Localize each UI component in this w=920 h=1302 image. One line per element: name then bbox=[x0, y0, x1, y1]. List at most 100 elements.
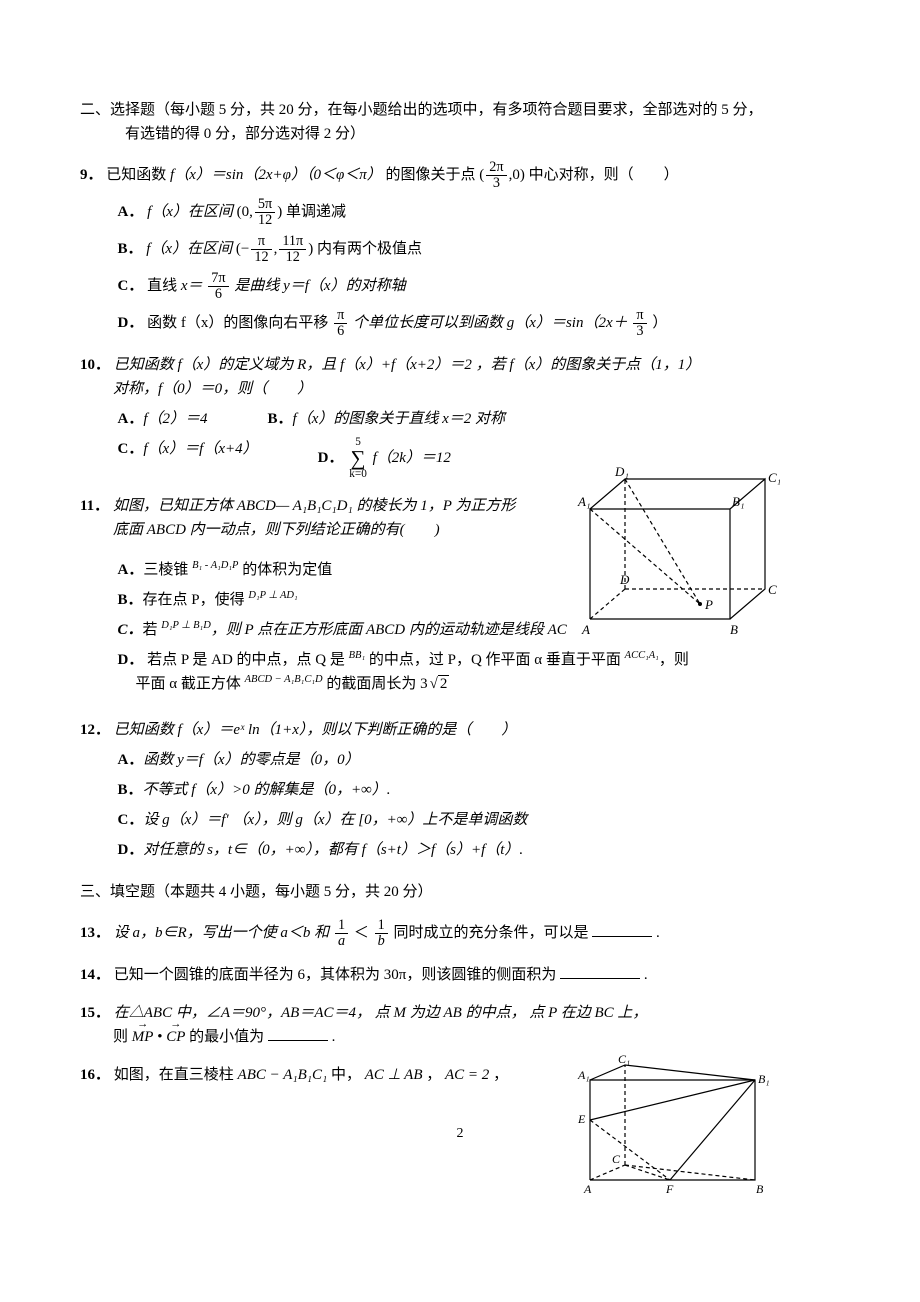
question-16: A B C A₁ B₁ C₁ E F 16． 如图，在直三棱柱 ABC − A₁… bbox=[80, 1063, 840, 1087]
q15-cp: CP bbox=[166, 1025, 185, 1049]
q9-opt-b: B． f（x）在区间 (−π12,11π12) 内有两个极值点 bbox=[118, 234, 841, 265]
q12-a: 函数 y＝f（x）的零点是（0，0） bbox=[143, 752, 359, 768]
q12-number: 12． bbox=[80, 722, 110, 738]
q15-stem: 在△ABC 中，∠A＝90°，AB＝AC＝4， 点 M 为边 AB 的中点， 点… bbox=[114, 1005, 648, 1021]
q13-blank bbox=[592, 922, 652, 937]
q9-b-post: 内有两个极值点 bbox=[317, 241, 422, 257]
q9-d-d2: 3 bbox=[633, 324, 646, 339]
question-13: 13． 设 a，b∈R，写出一个使 a＜b 和 1a ＜ 1b 同时成立的充分条… bbox=[80, 918, 840, 949]
section3-heading: 三、填空题（本题共 4 小题，每小题 5 分，共 20 分） bbox=[80, 880, 840, 904]
cube-lbl-d: D bbox=[619, 572, 630, 587]
q13-fa-n: 1 bbox=[335, 918, 348, 934]
q12-b: 不等式 f（x）>0 的解集是（0，+∞）. bbox=[143, 782, 391, 798]
q11-a-post: 的体积为定值 bbox=[238, 562, 332, 578]
q10-opt-a: A．f（2）＝4 bbox=[118, 407, 208, 431]
q11-a-pre: 三棱锥 bbox=[143, 562, 192, 578]
q16-number: 16． bbox=[80, 1067, 110, 1083]
q15-dot: • bbox=[157, 1029, 162, 1045]
q11-d-mid: 的中点，过 P，Q 作平面 α 垂直于平面 bbox=[365, 652, 625, 668]
q9-a-den: 12 bbox=[255, 213, 275, 228]
q10-d: f（2k）＝12 bbox=[373, 450, 451, 466]
q9-a-post: 单调递减 bbox=[286, 204, 346, 220]
q9-opt-a: A． f（x）在区间 (0,5π12) 单调递减 bbox=[118, 197, 841, 228]
q9-c-pre: 直线 bbox=[147, 278, 181, 294]
q11-d-l2b: 的截面周长为 3 bbox=[323, 676, 428, 692]
q13-stem-b: 同时成立的充分条件，可以是 bbox=[393, 925, 592, 941]
q12-c: 设 g（x）＝f′ （x），则 g（x）在 [0，+∞）上不是单调函数 bbox=[143, 812, 527, 828]
prism-b: B bbox=[756, 1182, 764, 1195]
q16-end: ， bbox=[493, 1067, 508, 1083]
q11-d-mid2: ，则 bbox=[659, 652, 689, 668]
question-9: 9． 已知函数 f（x）＝sin（2x+φ）（0＜φ＜π） 的图像关于点 (2π… bbox=[80, 160, 840, 339]
q11-b-exp: D₁P ⊥ AD₁ bbox=[248, 590, 297, 601]
q9-number: 9． bbox=[80, 167, 103, 183]
cube-lbl-a1: A₁ bbox=[577, 494, 590, 509]
q15-number: 15． bbox=[80, 1005, 110, 1021]
q13-stem-a: 设 a，b∈R，写出一个使 a＜b 和 bbox=[114, 925, 329, 941]
q11-c-exp: D₁P ⊥ B₁D bbox=[161, 620, 211, 631]
q14-blank bbox=[560, 964, 640, 979]
prism-b1: B₁ bbox=[758, 1072, 770, 1086]
cube-lbl-d1: D₁ bbox=[614, 464, 629, 479]
q13-fb-n: 1 bbox=[375, 918, 388, 934]
q11-c-post: ，则 P 点在正方形底面 ABCD 内的运动轨迹是线段 AC bbox=[211, 622, 567, 638]
q10-b-lbl: B． bbox=[268, 411, 293, 427]
prism-a: A bbox=[583, 1182, 592, 1195]
q9-stem-a: 已知函数 bbox=[106, 167, 170, 183]
q13-lt: ＜ bbox=[354, 925, 369, 941]
q11-c-pre: 若 bbox=[143, 622, 162, 638]
q13-fa-d: a bbox=[335, 934, 348, 949]
cube-lbl-b: B bbox=[730, 622, 738, 637]
q11-d-lbl: D． bbox=[118, 652, 144, 668]
q11-d-acc: ACC₁A₁ bbox=[625, 650, 659, 661]
prism-diagram: A B C A₁ B₁ C₁ E F bbox=[570, 1055, 780, 1195]
q9-b-pre: f（x）在区间 bbox=[146, 241, 232, 257]
q12-b-lbl: B． bbox=[118, 782, 143, 798]
q9-b-bn: 11π bbox=[279, 234, 306, 250]
q15-l2b: 的最小值为 bbox=[189, 1029, 268, 1045]
q10-d-lbl: D． bbox=[318, 450, 344, 466]
q9-opt-c: C． 直线 x＝ 7π6 是曲线 y＝f（x）的对称轴 bbox=[118, 271, 841, 302]
q11-stem2: 底面 ABCD 内一动点，则下列结论正确的有( ) bbox=[80, 518, 610, 542]
cube-lbl-p: P bbox=[704, 597, 713, 612]
q16-comma: ， bbox=[426, 1067, 441, 1083]
q9-d-n2: π bbox=[633, 308, 646, 324]
q15-blank bbox=[268, 1026, 328, 1041]
q15-end: . bbox=[332, 1029, 336, 1045]
q9-b-bd: 12 bbox=[279, 250, 306, 265]
q10-stem: 已知函数 f（x）的定义域为 R，且 f（x）+f（x+2）＝2 ，若 f（x）… bbox=[114, 357, 700, 373]
q10-opt-b: B．f（x）的图象关于直线 x＝2 对称 bbox=[268, 407, 506, 431]
q9-d-mid: 个单位长度可以到函数 g（x）＝sin（2x＋ bbox=[353, 315, 628, 331]
q11-d-sqrt: 2 bbox=[438, 675, 450, 692]
q9-pt-den: 3 bbox=[486, 176, 506, 191]
q12-opt-d: D．对任意的 s，t∈（0，+∞），都有 f（s+t）＞f（s）+f（t）. bbox=[118, 838, 841, 862]
cube-lbl-c1: C₁ bbox=[768, 470, 780, 485]
q11-d-pre: 若点 P 是 AD 的中点，点 Q 是 bbox=[147, 652, 349, 668]
q9-b-an: π bbox=[251, 234, 271, 250]
q11-c-lbl: C． bbox=[118, 622, 143, 638]
q10-c-lbl: C． bbox=[118, 441, 144, 457]
q14-end: . bbox=[644, 967, 648, 983]
prism-a1: A₁ bbox=[577, 1068, 590, 1082]
q9-b-ad: 12 bbox=[251, 250, 271, 265]
q10-opt-c: C．f（x）＝f（x+4） bbox=[118, 437, 258, 481]
q16-ac2: AC = 2 bbox=[445, 1067, 489, 1083]
q9-c-eq: x＝ bbox=[181, 278, 203, 294]
q9-c-num: 7π bbox=[208, 271, 228, 287]
q11-b-lbl: B． bbox=[118, 592, 143, 608]
q15-mp: MP bbox=[132, 1025, 154, 1049]
q11-d-bb: BB₁ bbox=[349, 650, 365, 661]
q10-c: f（x）＝f（x+4） bbox=[143, 441, 257, 457]
q16-perp: AC ⊥ AB bbox=[365, 1067, 423, 1083]
q12-opt-b: B．不等式 f（x）>0 的解集是（0，+∞）. bbox=[118, 778, 841, 802]
question-10: 10． 已知函数 f（x）的定义域为 R，且 f（x）+f（x+2）＝2 ，若 … bbox=[80, 353, 840, 481]
q9-d-end: ） bbox=[652, 315, 667, 331]
section2-line2: 有选错的得 0 分，部分选对得 2 分） bbox=[80, 122, 840, 146]
q9-d-n1: π bbox=[334, 308, 347, 324]
q12-opt-a: A．函数 y＝f（x）的零点是（0，0） bbox=[118, 748, 841, 772]
prism-c1: C₁ bbox=[618, 1055, 630, 1066]
cube-lbl-b1: B₁ bbox=[732, 494, 744, 509]
q9-d-d1: 6 bbox=[334, 324, 347, 339]
q9-stem: 已知函数 f（x）＝sin（2x+φ）（0＜φ＜π） 的图像关于点 (2π3,0… bbox=[106, 167, 678, 183]
q11-opt-d: D． 若点 P 是 AD 的中点，点 Q 是 BB₁ 的中点，过 P，Q 作平面… bbox=[118, 648, 841, 696]
